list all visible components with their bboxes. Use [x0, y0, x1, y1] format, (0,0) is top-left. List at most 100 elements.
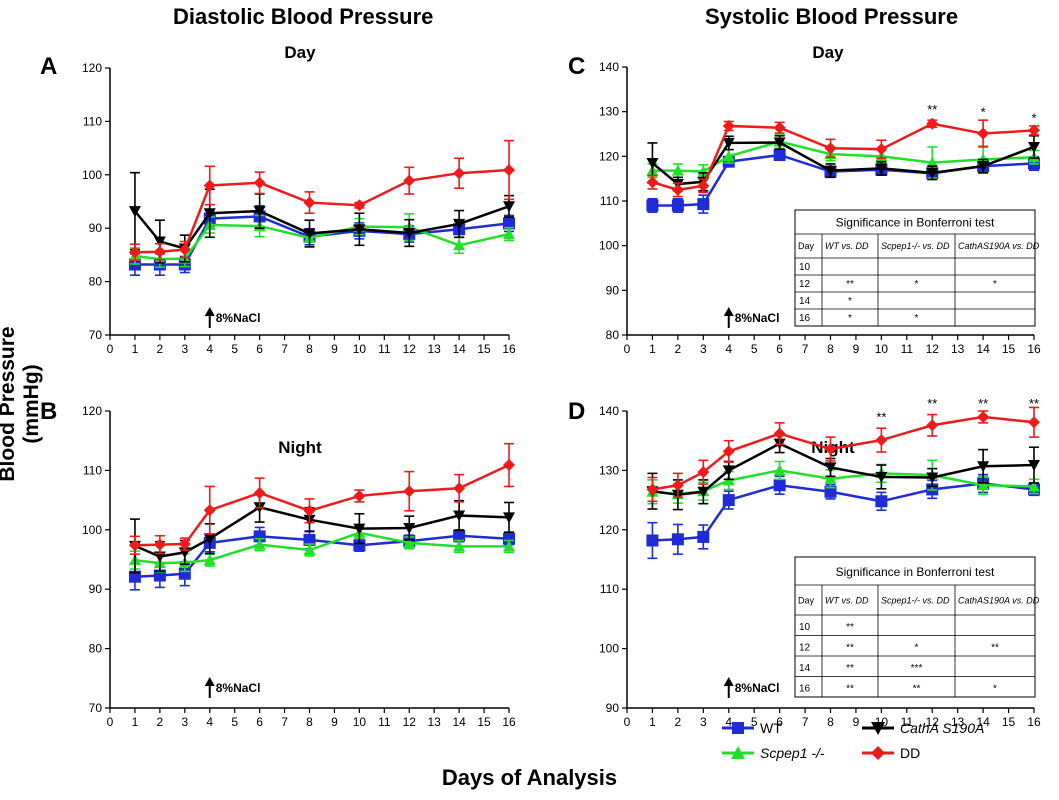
y-tick-label: 100 [599, 239, 619, 253]
data-point [875, 163, 888, 175]
arrow-head [204, 307, 215, 316]
x-tick-label: 14 [976, 715, 990, 729]
y-tick-label: 110 [83, 114, 102, 128]
x-tick-label: 7 [802, 342, 809, 356]
data-point [1028, 141, 1040, 153]
data-point [353, 199, 366, 212]
y-tick-label: 100 [82, 168, 102, 182]
data-point [824, 443, 837, 456]
panel-label-c: C [568, 53, 585, 80]
x-tick-label: 5 [751, 342, 758, 356]
table-cell: ** [991, 642, 999, 653]
x-tick-label: 11 [378, 715, 391, 729]
x-tick-label: 11 [378, 342, 391, 356]
data-point [303, 533, 316, 546]
table-header-cell: CathAS190A vs. DD [958, 596, 1040, 606]
data-point [977, 461, 990, 473]
data-point [722, 137, 735, 149]
series-line [652, 153, 1035, 207]
nacl-annotation: 8%NaCl [216, 681, 261, 695]
data-point [453, 482, 466, 495]
series-dd [128, 442, 515, 555]
y-tick-label: 80 [606, 328, 620, 342]
panel-label-b: B [40, 398, 57, 425]
data-point [926, 117, 939, 130]
series-line [652, 469, 1035, 496]
table-cell: 14 [799, 296, 811, 307]
table-header-cell: Scpep1-/- vs. DD [881, 596, 950, 606]
data-point [646, 199, 659, 212]
y-tick-label: 90 [89, 582, 103, 596]
data-point [128, 246, 141, 259]
data-point [303, 543, 316, 555]
table-cell: * [915, 313, 919, 324]
y-tick-label: 70 [89, 328, 103, 342]
x-tick-label: 4 [206, 342, 213, 356]
data-point [646, 483, 659, 496]
table-cell: 14 [799, 663, 811, 674]
data-point [722, 119, 735, 132]
x-tick-label: 10 [353, 342, 367, 356]
series-line [652, 442, 1035, 497]
data-point [646, 176, 659, 189]
x-tick-label: 10 [353, 715, 367, 729]
data-point [722, 465, 735, 477]
data-point [977, 479, 990, 491]
data-point [697, 486, 710, 498]
x-tick-label: 11 [901, 715, 914, 729]
significance-star: ** [876, 410, 886, 425]
table-title: Significance in Bonferroni test [836, 565, 995, 579]
data-point [671, 164, 684, 176]
legend-label-dd: DD [900, 745, 921, 761]
data-point [646, 534, 659, 547]
data-point [697, 466, 710, 479]
x-tick-label: 7 [281, 342, 288, 356]
x-tick-label: 7 [802, 715, 809, 729]
x-tick-label: 0 [624, 342, 631, 356]
significance-table: Significance in Bonferroni test Day WT vs.… [794, 209, 1040, 327]
data-point [453, 218, 466, 230]
data-point [503, 459, 515, 472]
panel-subtitle-c: Day [812, 43, 844, 62]
y-tick-label: 90 [89, 221, 103, 235]
data-point [353, 523, 366, 535]
x-tick-label: 0 [107, 715, 114, 729]
data-point [926, 419, 939, 432]
series-line [652, 415, 1035, 491]
data-point [503, 512, 515, 524]
table-cell: ** [913, 683, 921, 694]
x-tick-label: 5 [231, 715, 238, 729]
y-tick-label: 140 [599, 60, 619, 74]
table-cell: 12 [799, 642, 811, 653]
arrow-head [723, 307, 734, 316]
data-point [253, 176, 266, 189]
significance-star: * [981, 105, 986, 120]
x-tick-label: 7 [281, 715, 288, 729]
x-tick-label: 9 [331, 715, 338, 729]
x-tick-label: 0 [107, 342, 114, 356]
y-tick-label: 120 [599, 523, 619, 537]
significance-star: ** [927, 102, 937, 117]
table-title: Significance in Bonferroni test [836, 215, 995, 229]
series-line [652, 122, 1035, 192]
significance-star: ** [978, 396, 988, 411]
data-point [773, 479, 786, 492]
data-point [773, 464, 786, 476]
x-tick-label: 12 [403, 715, 417, 729]
x-tick-label: 6 [256, 715, 263, 729]
data-point [453, 239, 466, 251]
data-point [403, 174, 416, 187]
y-tick-label: 110 [600, 194, 619, 208]
legend-label-scpep1: Scpep1 -/- [760, 745, 825, 761]
x-tick-label: 12 [403, 342, 417, 356]
x-tick-label: 2 [675, 342, 682, 356]
series-catha [128, 171, 515, 264]
data-point [977, 127, 990, 140]
x-tick-label: 14 [976, 342, 990, 356]
x-tick-label: 5 [751, 715, 758, 729]
x-tick-label: 2 [157, 342, 164, 356]
x-tick-label: 16 [1027, 342, 1041, 356]
series-line [134, 215, 510, 266]
